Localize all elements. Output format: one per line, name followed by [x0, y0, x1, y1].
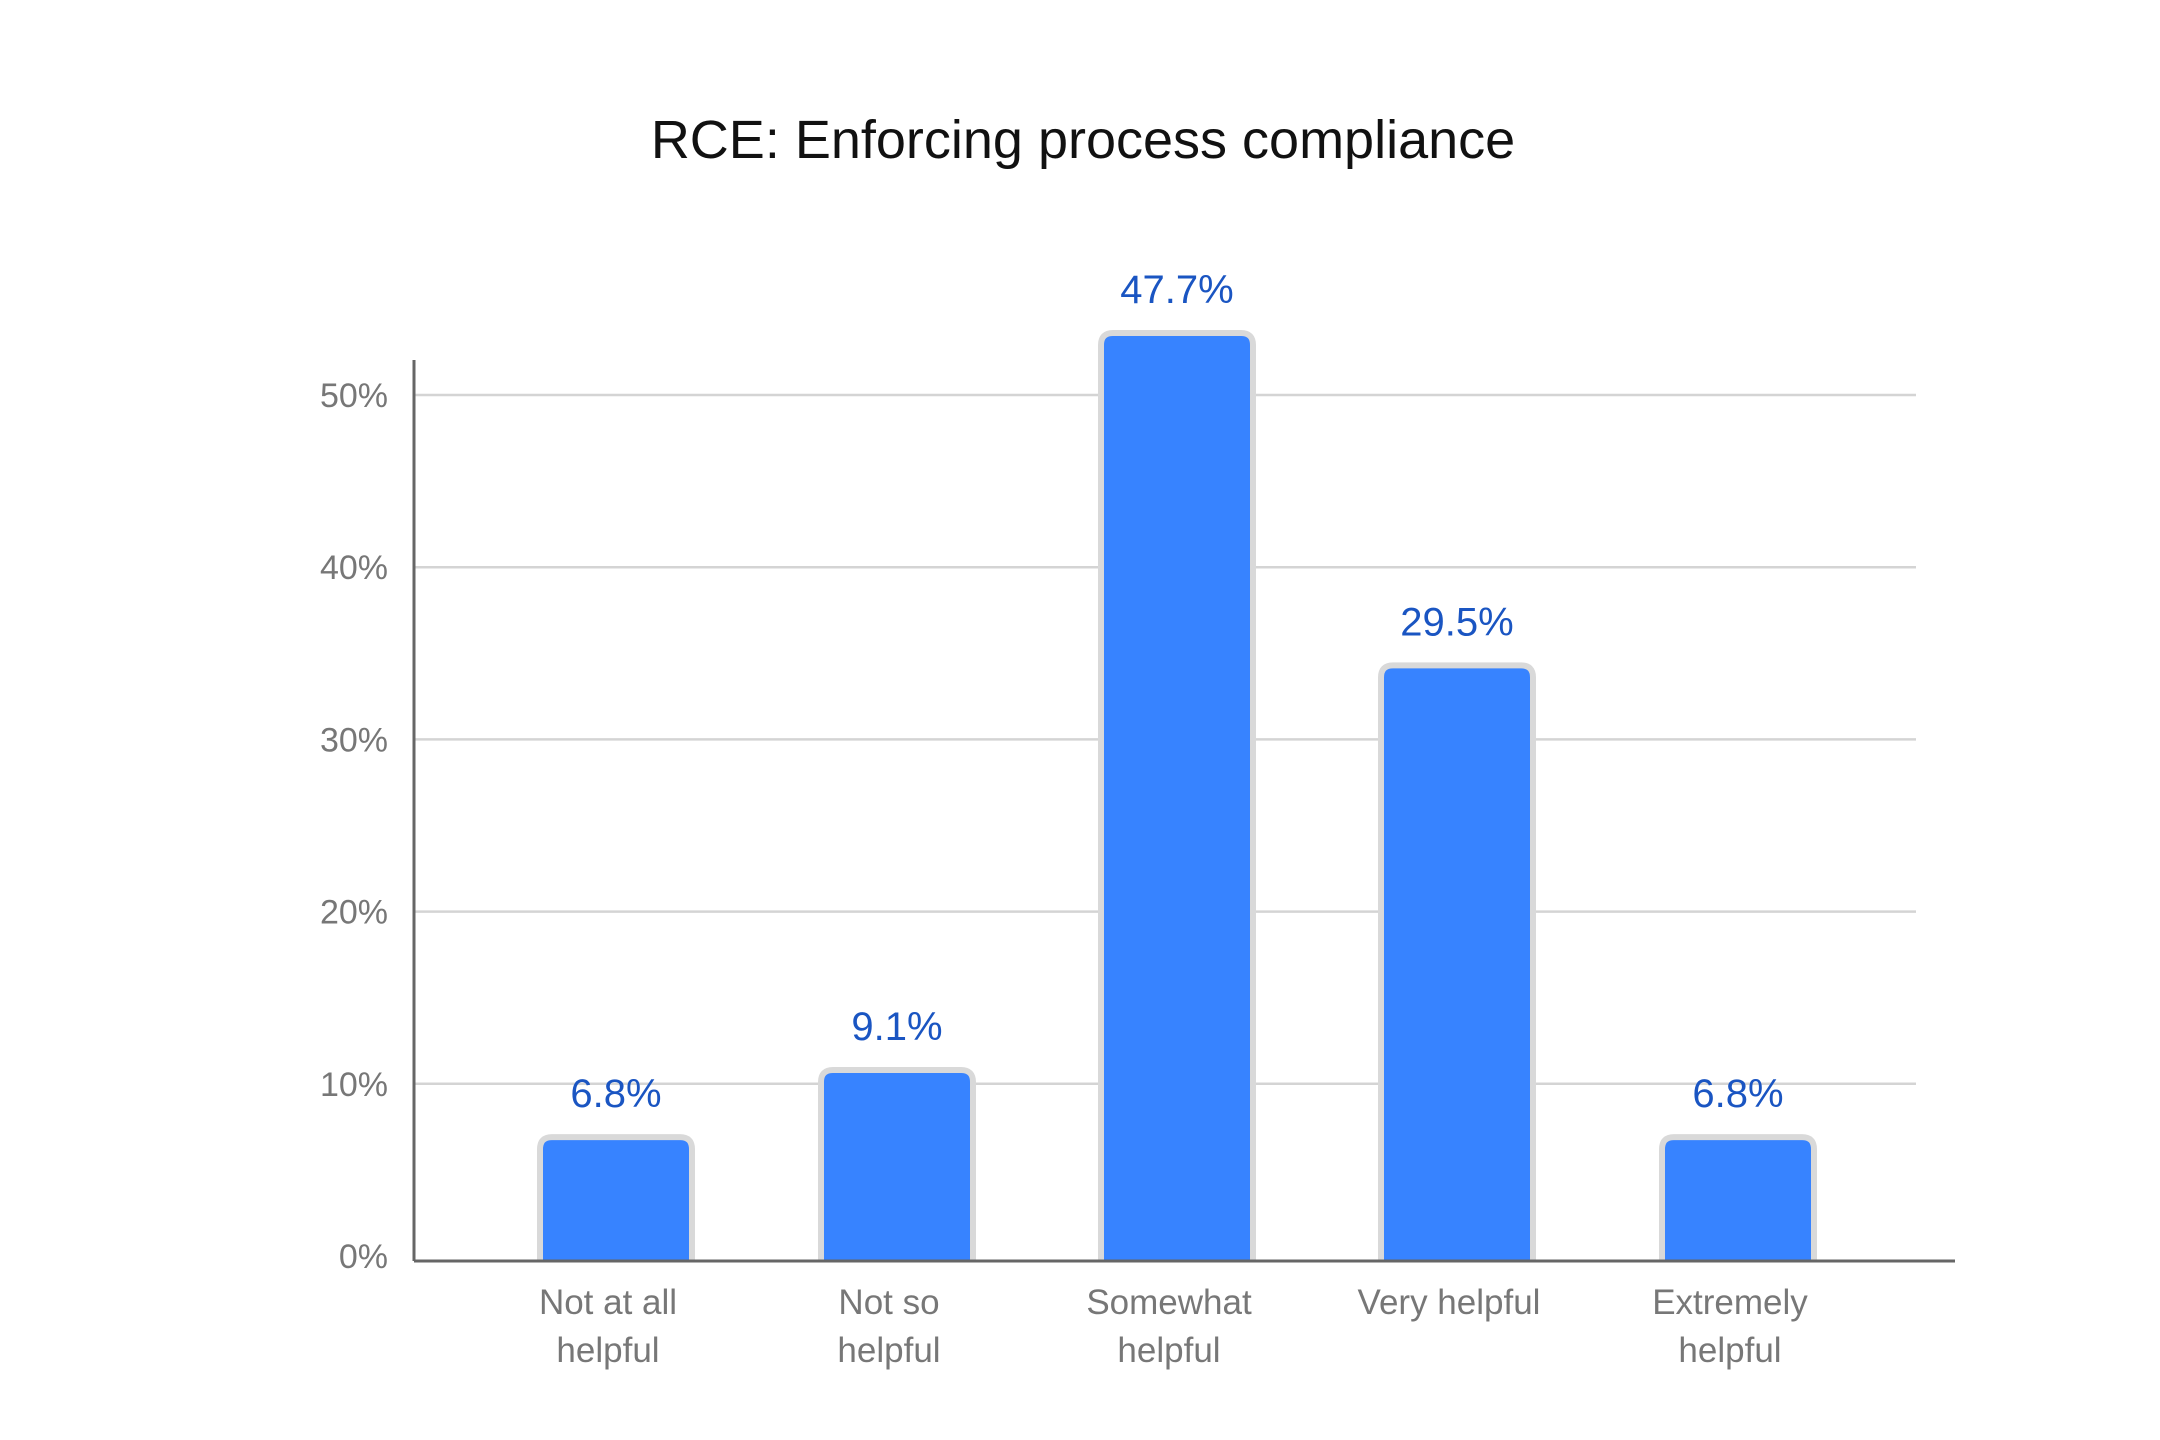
- data-label: 9.1%: [851, 1005, 942, 1049]
- x-category-label: helpful: [837, 1331, 940, 1370]
- bar: [1378, 662, 1536, 1260]
- data-label: 6.8%: [1692, 1072, 1783, 1116]
- y-tick-label: 10%: [320, 1066, 388, 1104]
- y-tick-label: 40%: [320, 549, 388, 587]
- x-category-label: helpful: [556, 1331, 659, 1370]
- data-label: 47.7%: [1120, 268, 1233, 312]
- x-category-label: Not so: [838, 1283, 939, 1322]
- x-category-label: Very helpful: [1358, 1283, 1541, 1322]
- data-label: 6.8%: [570, 1072, 661, 1116]
- chart-title: RCE: Enforcing process compliance: [651, 110, 1515, 170]
- data-label: 29.5%: [1400, 600, 1513, 644]
- bar: [537, 1134, 695, 1260]
- y-tick-label: 30%: [320, 721, 388, 759]
- x-category-label: helpful: [1117, 1331, 1220, 1370]
- y-tick-label: 50%: [320, 377, 388, 415]
- x-category-label: Not at all: [539, 1283, 677, 1322]
- x-category-label: helpful: [1678, 1331, 1781, 1370]
- x-category-label: Somewhat: [1086, 1283, 1252, 1322]
- bar: [818, 1067, 976, 1260]
- bar: [1659, 1134, 1817, 1260]
- x-category-label: Extremely: [1652, 1283, 1808, 1322]
- y-tick-label: 0%: [339, 1238, 388, 1276]
- y-tick-label: 20%: [320, 894, 388, 932]
- bar: [1098, 330, 1256, 1260]
